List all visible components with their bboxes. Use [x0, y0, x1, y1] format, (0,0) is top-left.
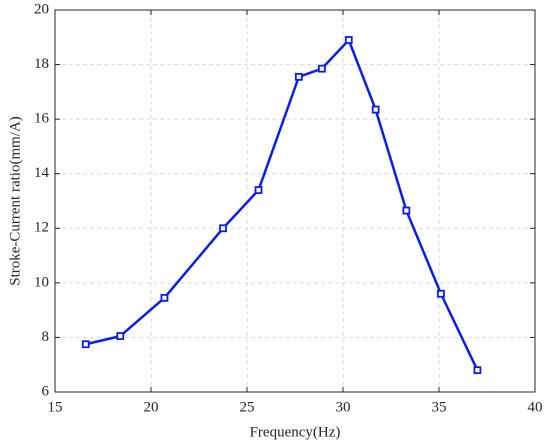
data-point [116, 332, 125, 340]
y-axis-label: Stroke-Current ratio(mm/A) [7, 116, 23, 286]
data-point [371, 105, 380, 114]
y-tick-label: 12 [34, 220, 49, 236]
y-tick-label: 6 [42, 383, 50, 399]
y-tick-label: 10 [34, 274, 49, 290]
y-tick-label: 18 [34, 56, 49, 72]
data-point [402, 206, 411, 215]
y-tick-label: 8 [42, 329, 50, 345]
x-tick-label: 35 [432, 399, 447, 415]
data-line [85, 37, 479, 371]
data-point [473, 366, 482, 375]
x-tick-label: 15 [48, 399, 63, 415]
data-point [219, 224, 227, 233]
data-point [437, 289, 445, 298]
data-point [317, 64, 326, 73]
data-point [81, 340, 90, 349]
plot-frame [54, 9, 536, 393]
x-tick-label: 20 [144, 399, 159, 415]
x-tick-label: 40 [528, 399, 543, 415]
x-tick-label: 30 [336, 399, 351, 415]
y-tick-label: 20 [34, 1, 49, 17]
data-point [344, 36, 353, 44]
data-point [160, 293, 169, 302]
data-point [254, 186, 263, 194]
data-point [294, 72, 303, 81]
y-tick-label: 16 [34, 111, 50, 127]
x-tick-label: 25 [240, 399, 255, 415]
x-axis-label: Frequency(Hz) [250, 424, 341, 440]
y-tick-label: 14 [34, 165, 50, 181]
